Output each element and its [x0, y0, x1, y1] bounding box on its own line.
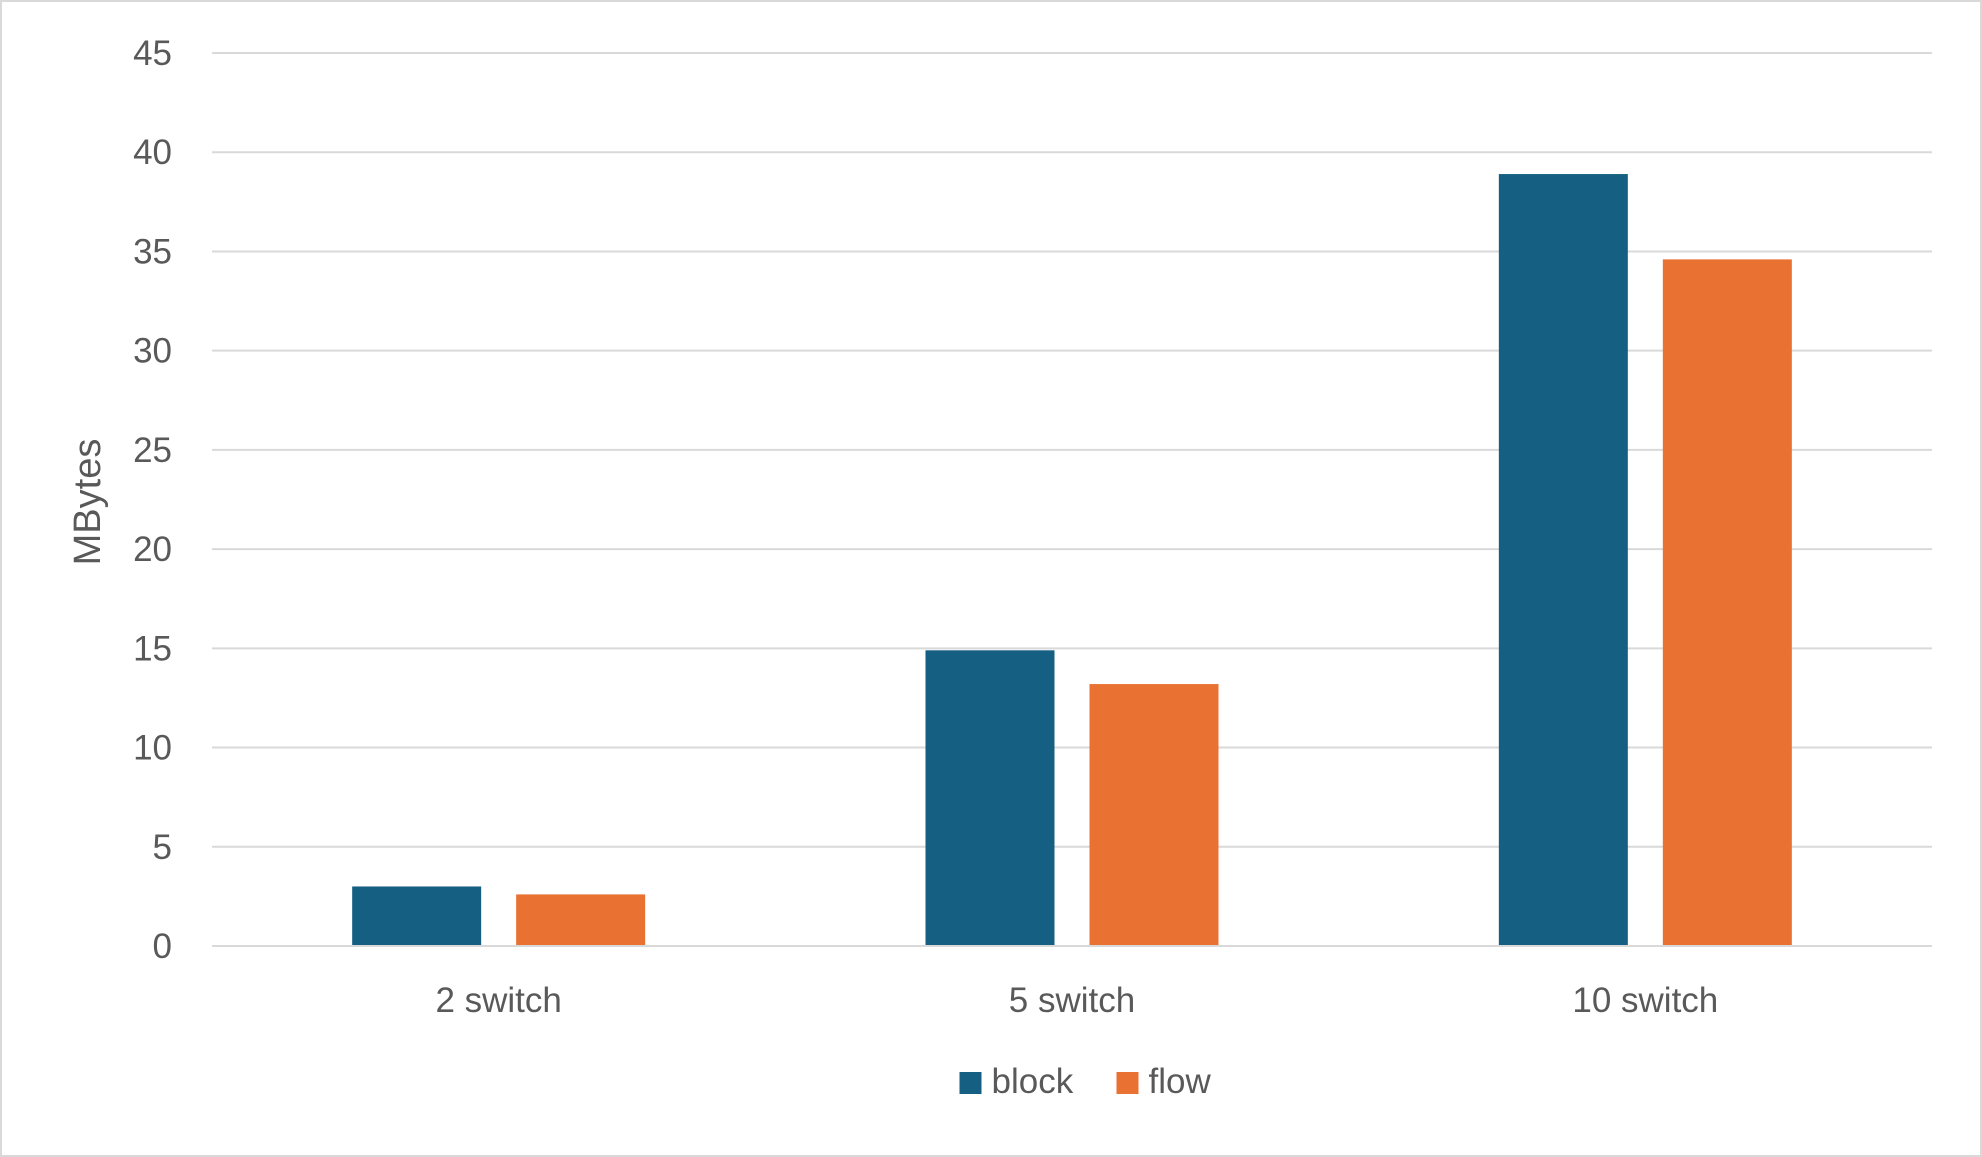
y-axis-ticks: 0 5 10 15 20 25 30 35 40 45 [133, 34, 172, 966]
legend-swatch-block [959, 1072, 982, 1094]
y-tick-label: 30 [133, 332, 172, 371]
y-tick-label: 45 [133, 34, 172, 73]
bar-block-10-switch [1498, 174, 1628, 946]
legend: block flow [959, 1062, 1212, 1101]
y-tick-label: 25 [133, 431, 172, 470]
x-tick-label: 2 switch [435, 981, 561, 1020]
y-tick-label: 40 [133, 133, 172, 172]
bar-flow-2-switch [516, 894, 646, 946]
bar-flow-5-switch [1089, 684, 1219, 946]
y-tick-label: 20 [133, 530, 172, 569]
bar-block-5-switch [925, 650, 1055, 946]
legend-label-block: block [992, 1062, 1074, 1101]
y-tick-label: 35 [133, 232, 172, 271]
x-tick-label: 10 switch [1572, 981, 1718, 1020]
y-tick-label: 15 [133, 629, 172, 668]
gridlines [212, 52, 1932, 947]
y-tick-label: 10 [133, 729, 172, 768]
y-tick-label: 5 [153, 828, 172, 867]
x-axis-ticks: 2 switch 5 switch 10 switch [435, 981, 1718, 1020]
y-axis-title: MBytes [67, 439, 109, 566]
legend-label-flow: flow [1149, 1062, 1212, 1101]
y-tick-label: 0 [153, 927, 172, 966]
bar-block-2-switch [352, 886, 482, 946]
bars [212, 174, 1932, 947]
bar-flow-10-switch [1662, 259, 1792, 947]
legend-swatch-flow [1116, 1072, 1139, 1094]
x-tick-label: 5 switch [1009, 981, 1135, 1020]
